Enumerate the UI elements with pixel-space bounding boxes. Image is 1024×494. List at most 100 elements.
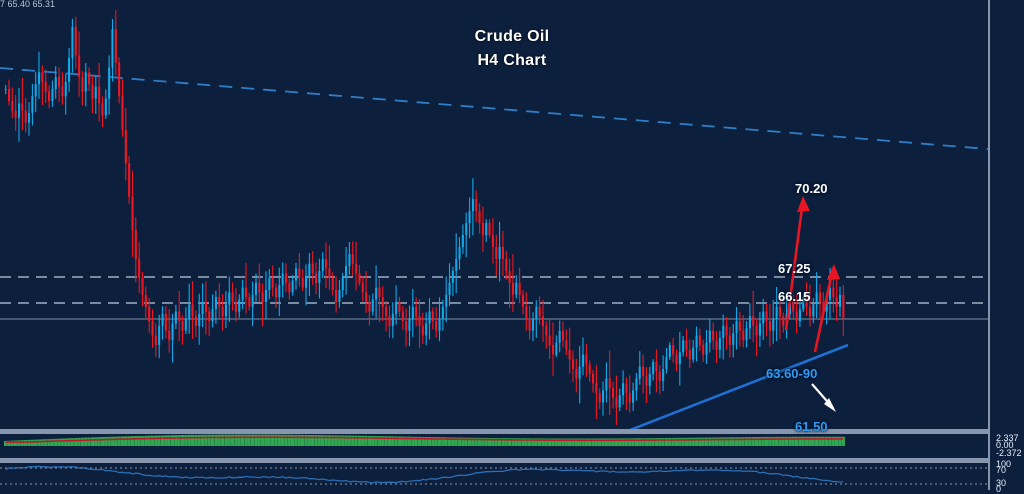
macd-histogram-bar [805,436,809,446]
macd-histogram-bar [37,439,41,446]
candle-body [308,263,311,276]
macd-histogram-bar [688,437,692,446]
macd-histogram-bar [774,436,779,446]
macd-histogram-bar [34,439,38,446]
candle-body [281,273,284,286]
candle-body [425,323,428,336]
candle-body [111,29,114,68]
candle-body [368,302,371,312]
candle-body [211,309,214,322]
candle-body [605,378,608,391]
macd-histogram-bar [734,437,739,446]
macd-histogram-bar [184,435,188,446]
candle-body [318,270,321,283]
candle-body [475,199,478,212]
candle-body [41,72,44,82]
price-axis-line [988,0,990,490]
macd-histogram-bar [544,438,548,446]
candle-body [468,211,471,224]
candle-body [495,247,498,259]
projection-arrows [784,196,840,412]
macd-histogram-bar [157,435,161,446]
candle-body [745,328,748,341]
candle-body [792,302,795,312]
macd-histogram-bar [114,436,118,446]
macd-histogram-bar [291,434,295,446]
macd-histogram-bar [825,436,829,446]
macd-histogram-bar [551,438,555,446]
macd-histogram-bar [210,434,215,446]
candle-body [685,340,688,350]
macd-histogram-bar [771,436,775,446]
macd-histogram-bar [277,434,281,446]
macd-histogram-bar [781,436,785,446]
candle-body [625,383,628,393]
macd-histogram-bar [20,440,24,446]
oscillator-line [5,465,844,484]
macd-histogram-bar [297,434,301,446]
macd-histogram-bar [714,437,718,446]
macd-histogram-bar [621,438,625,446]
candle-body [465,223,468,235]
candle-body [812,304,815,317]
macd-histogram-bar [658,438,662,446]
candle-body [228,292,231,305]
candle-body [418,316,421,326]
macd-histogram-bar [768,436,772,446]
candle-body [828,287,831,300]
candle-body [612,388,615,398]
macd-histogram-bar [394,436,398,446]
macd-histogram-bar [474,437,478,446]
candle-body [268,278,271,291]
macd-histogram-bar [137,435,141,446]
macd-panel [4,434,845,446]
macd-histogram-bar [164,435,168,446]
candle-body [388,316,391,326]
candle-body [38,72,41,85]
candle-body [415,306,418,317]
candle-body [171,323,174,341]
oscillator-axis-label: 0 [996,484,1002,494]
candle-body [204,302,207,312]
candle-body [221,306,224,317]
candle-body [188,304,191,319]
macd-histogram-bar [387,436,391,446]
candle-body [748,316,751,329]
macd-histogram-bar [337,435,341,446]
candle-body [461,235,464,247]
macd-histogram-bar [204,434,208,446]
candle-body [578,366,581,379]
candle-body [622,383,625,396]
macd-histogram-bar [220,434,225,446]
candle-body [705,342,708,355]
candle-body [772,318,775,331]
candle-body [548,335,551,346]
candle-body [488,223,491,235]
macd-histogram-bar [467,437,472,446]
candle-body [88,72,91,85]
candle-body [118,62,121,97]
candle-body [244,287,247,298]
macd-histogram-bar [444,437,448,446]
macd-histogram-bar [60,438,64,446]
candle-body [341,278,344,291]
candle-body [642,366,645,377]
candle-body [131,196,134,231]
candle-body [538,306,541,317]
candle-body [68,57,71,82]
macd-histogram-bar [728,437,732,446]
macd-histogram-bar [77,437,81,446]
macd-histogram-bar [414,436,418,446]
macd-histogram-bar [284,434,288,446]
macd-signal-line [5,436,844,443]
candle-body [218,297,221,307]
macd-histogram-bar [601,438,605,446]
macd-histogram-bar [701,437,705,446]
macd-histogram-bar [588,438,592,446]
macd-histogram-bar [568,438,572,446]
candle-body [738,321,741,331]
candle-body [101,103,104,116]
macd-histogram-bar [230,434,235,446]
candle-body [311,263,314,274]
macd-histogram-bar [818,436,822,446]
